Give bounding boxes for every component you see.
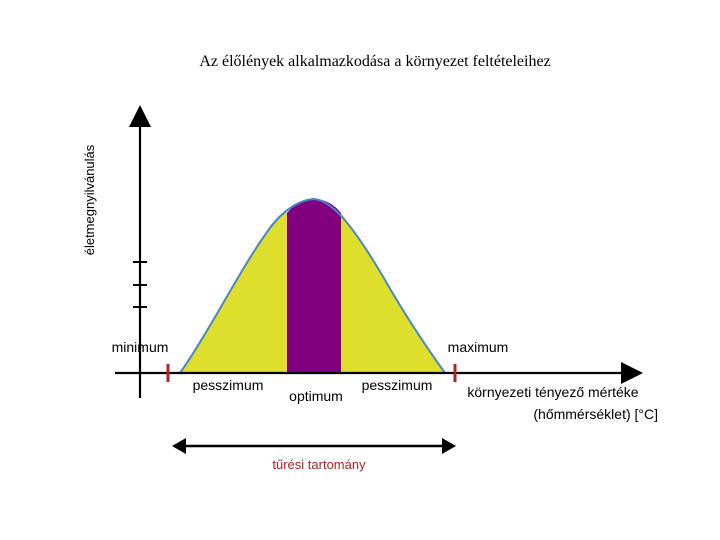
pessimum-left-label: pesszimum (193, 377, 264, 393)
pessimum-right-label: pesszimum (362, 377, 433, 393)
tolerance-curve (179, 197, 446, 374)
pessimum-zone-right (341, 213, 445, 373)
optimum-zone (287, 199, 341, 373)
y-axis-label: életmegnyilvánulás (82, 144, 97, 255)
tolerance-arrow-right-head (442, 438, 456, 454)
x-axis-label-line2: (hőmmérséklet) [°C] (533, 406, 658, 422)
x-axis-label-line1: környezeti tényező mértéke (467, 384, 638, 400)
tolerance-range-label: tűrési tartomány (272, 457, 366, 472)
maximum-label: maximum (448, 339, 509, 355)
optimum-label: optimum (289, 388, 343, 404)
tolerance-arrow-left-head (172, 438, 186, 454)
diagram-title: Az élőlények alkalmazkodása a környezet … (199, 53, 550, 70)
minimum-label: minimum (112, 339, 169, 355)
